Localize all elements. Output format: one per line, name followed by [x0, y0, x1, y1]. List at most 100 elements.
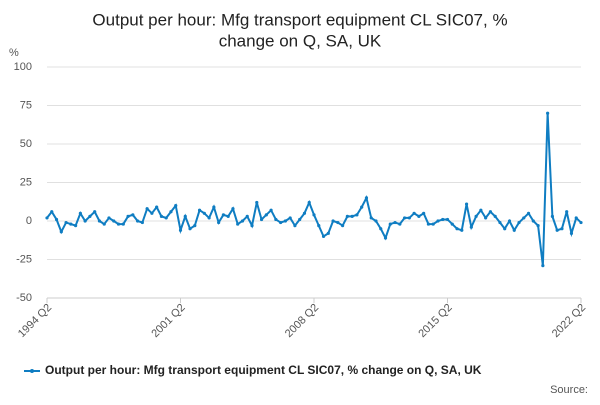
point [417, 214, 421, 218]
source: Source: [550, 384, 588, 396]
legend-marker [30, 369, 34, 373]
point [560, 227, 564, 231]
point [379, 227, 383, 231]
point [317, 224, 321, 228]
chart-title-line-2: change on Q, SA, UK [219, 31, 382, 50]
point [550, 214, 554, 218]
point [536, 224, 540, 228]
point [188, 227, 192, 231]
point [422, 211, 426, 215]
point [212, 205, 216, 209]
point [493, 214, 497, 218]
point [431, 222, 435, 226]
point [178, 228, 183, 232]
point [193, 224, 197, 228]
point [107, 216, 111, 220]
point [293, 224, 297, 228]
chart-title-line-1: Output per hour: Mfg transport equipment… [92, 10, 507, 29]
point [517, 220, 521, 225]
y-tick-label: 50 [20, 138, 32, 150]
point [59, 230, 63, 234]
point [369, 216, 373, 220]
point [226, 214, 230, 218]
point [131, 213, 135, 217]
point [507, 219, 512, 223]
point [88, 214, 92, 218]
point [283, 219, 287, 223]
point [307, 200, 311, 205]
point [269, 208, 273, 212]
point [64, 220, 68, 225]
point [321, 234, 326, 238]
point [236, 222, 240, 226]
point [374, 219, 378, 223]
x-tick-label: 2008 Q2 [283, 302, 321, 340]
point [522, 216, 526, 220]
point [464, 202, 469, 206]
point [279, 220, 283, 225]
point [288, 216, 292, 220]
legend-label: Output per hour: Mfg transport equipment… [45, 363, 482, 377]
point [97, 219, 102, 223]
point [445, 217, 450, 222]
point [121, 222, 125, 226]
point [441, 217, 445, 222]
point [197, 208, 202, 212]
x-tick-label: 2015 Q2 [416, 302, 454, 340]
point [231, 207, 235, 211]
point [569, 231, 574, 235]
point [102, 222, 106, 226]
point [412, 211, 416, 215]
point [250, 224, 254, 228]
point [69, 222, 73, 226]
point [360, 205, 364, 209]
point [355, 213, 359, 217]
x-tick-label: 2022 Q2 [550, 302, 588, 340]
y-tick-label: 100 [14, 61, 32, 73]
point [207, 216, 211, 220]
point [498, 220, 502, 225]
point [259, 217, 264, 222]
point [436, 219, 440, 223]
point [202, 211, 206, 215]
point [484, 216, 488, 220]
point [407, 216, 411, 220]
point [264, 213, 268, 217]
point [503, 227, 507, 231]
point [579, 220, 583, 225]
point [221, 213, 226, 217]
point [426, 222, 431, 226]
point [150, 211, 154, 215]
point [302, 211, 307, 215]
point [126, 214, 130, 218]
point [135, 219, 140, 223]
y-tick-label: 0 [26, 215, 32, 227]
point [364, 196, 369, 200]
point [336, 220, 340, 225]
point [531, 219, 535, 223]
point [398, 222, 402, 226]
point [169, 210, 173, 214]
point [78, 211, 82, 215]
point [183, 214, 187, 218]
point [116, 222, 121, 226]
y-tick-label: -25 [16, 253, 32, 265]
point [50, 210, 54, 214]
point [155, 205, 159, 209]
point [574, 216, 578, 220]
point [240, 219, 245, 223]
x-tick-label: 2001 Q2 [149, 302, 187, 340]
point [341, 224, 345, 228]
point [145, 207, 149, 211]
point [140, 220, 144, 225]
point [83, 219, 87, 223]
point [255, 200, 259, 205]
point [393, 220, 397, 225]
point [565, 210, 569, 214]
point [350, 214, 354, 218]
point [388, 222, 392, 226]
point [345, 214, 349, 218]
point [474, 214, 478, 218]
y-tick-label: 25 [20, 176, 32, 188]
